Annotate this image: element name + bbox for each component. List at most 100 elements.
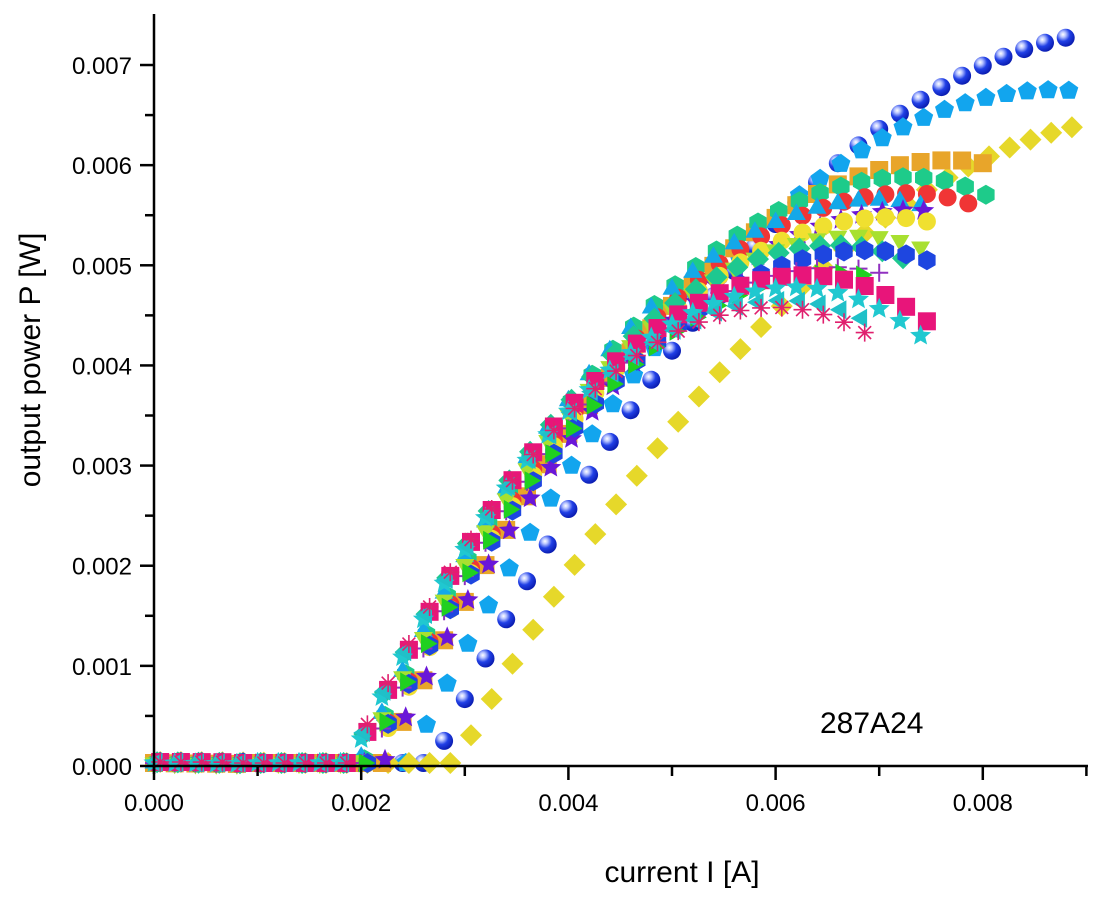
data-point (855, 209, 874, 228)
data-point (856, 240, 874, 261)
data-point (956, 176, 974, 197)
data-point (667, 410, 690, 433)
data-point (994, 47, 1013, 66)
data-point (441, 563, 460, 582)
data-point (538, 535, 557, 554)
y-tick-label: 0.004 (72, 353, 132, 380)
data-point (890, 190, 910, 207)
data-point (814, 217, 833, 236)
data-point (870, 263, 889, 282)
data-point (935, 170, 954, 191)
data-point (234, 754, 253, 772)
data-point (810, 168, 830, 187)
data-point (397, 752, 420, 774)
data-point (437, 673, 457, 692)
data-point (441, 597, 459, 617)
data-point (646, 437, 669, 460)
data-point (374, 748, 396, 769)
data-point (545, 444, 562, 464)
data-point (1056, 28, 1075, 47)
data-point (806, 277, 828, 298)
data-point (973, 56, 992, 75)
series-s16 (143, 276, 932, 773)
data-point (889, 309, 911, 330)
data-point (520, 522, 540, 541)
data-point (731, 301, 750, 320)
data-point (544, 421, 563, 440)
data-point (275, 754, 294, 772)
data-point (726, 256, 749, 279)
data-point (669, 322, 688, 341)
data-point (420, 598, 439, 616)
data-point (436, 626, 458, 647)
data-point (497, 610, 516, 629)
data-point (607, 362, 626, 381)
data-point (832, 176, 850, 197)
x-tick-label: 0.004 (538, 790, 598, 817)
data-point (953, 151, 972, 170)
data-point (499, 558, 519, 577)
data-point (1036, 33, 1054, 52)
data-point (379, 674, 398, 693)
data-point (627, 346, 646, 365)
data-point (642, 370, 661, 389)
data-point (664, 320, 681, 340)
data-point (586, 395, 604, 415)
data-point (524, 471, 542, 491)
data-point (918, 250, 936, 271)
data-point (855, 323, 874, 342)
data-point (855, 277, 874, 295)
data-point (317, 754, 335, 772)
data-point (998, 136, 1021, 159)
data-point (852, 140, 872, 159)
data-point (747, 248, 769, 271)
data-point (565, 399, 584, 418)
data-point (622, 347, 640, 367)
data-point (683, 261, 703, 278)
series-s6 (151, 184, 978, 772)
data-point (938, 188, 957, 207)
data-point (353, 723, 370, 743)
data-point (708, 361, 731, 384)
data-point (850, 308, 868, 328)
data-point (914, 107, 934, 126)
data-point (350, 728, 372, 748)
data-point (835, 212, 853, 231)
data-point (827, 281, 849, 302)
data-point (973, 154, 992, 173)
data-point (600, 432, 619, 451)
data-point (1059, 80, 1079, 99)
data-point (911, 153, 930, 171)
data-point (501, 652, 524, 675)
data-point (395, 706, 417, 727)
data-point (522, 618, 545, 641)
x-tick-label: 0.002 (331, 790, 391, 817)
data-point (932, 78, 951, 97)
data-point (689, 313, 708, 332)
data-point (498, 519, 520, 540)
data-point (374, 681, 391, 701)
data-point (876, 241, 895, 262)
data-point (582, 424, 602, 443)
data-point (417, 714, 436, 733)
data-point (831, 153, 851, 172)
series-s18 (151, 298, 874, 772)
data-point (745, 221, 765, 238)
data-point (710, 306, 729, 325)
sample-id-annotation: 287A24 (820, 707, 923, 740)
data-point (835, 241, 853, 262)
data-point (786, 203, 806, 220)
data-point (852, 171, 871, 192)
data-point (750, 316, 773, 338)
data-point (455, 690, 474, 709)
data-point (586, 379, 605, 398)
data-point (765, 277, 787, 298)
data-point (835, 313, 853, 332)
data-point (849, 229, 868, 247)
data-point (977, 184, 995, 205)
data-point (811, 183, 829, 203)
data-point (997, 83, 1017, 102)
data-point (1040, 121, 1063, 144)
data-point (766, 211, 786, 228)
